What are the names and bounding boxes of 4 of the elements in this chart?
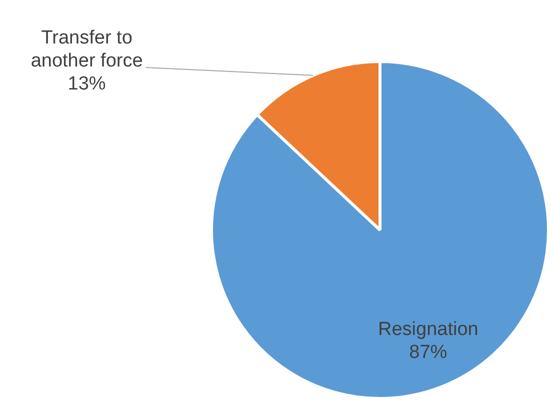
slice-label: Transfer to another force	[30, 28, 143, 72]
slice-label: Resignation	[378, 319, 478, 340]
data-label: 13%	[68, 74, 106, 95]
data-label: 87%	[409, 342, 448, 364]
